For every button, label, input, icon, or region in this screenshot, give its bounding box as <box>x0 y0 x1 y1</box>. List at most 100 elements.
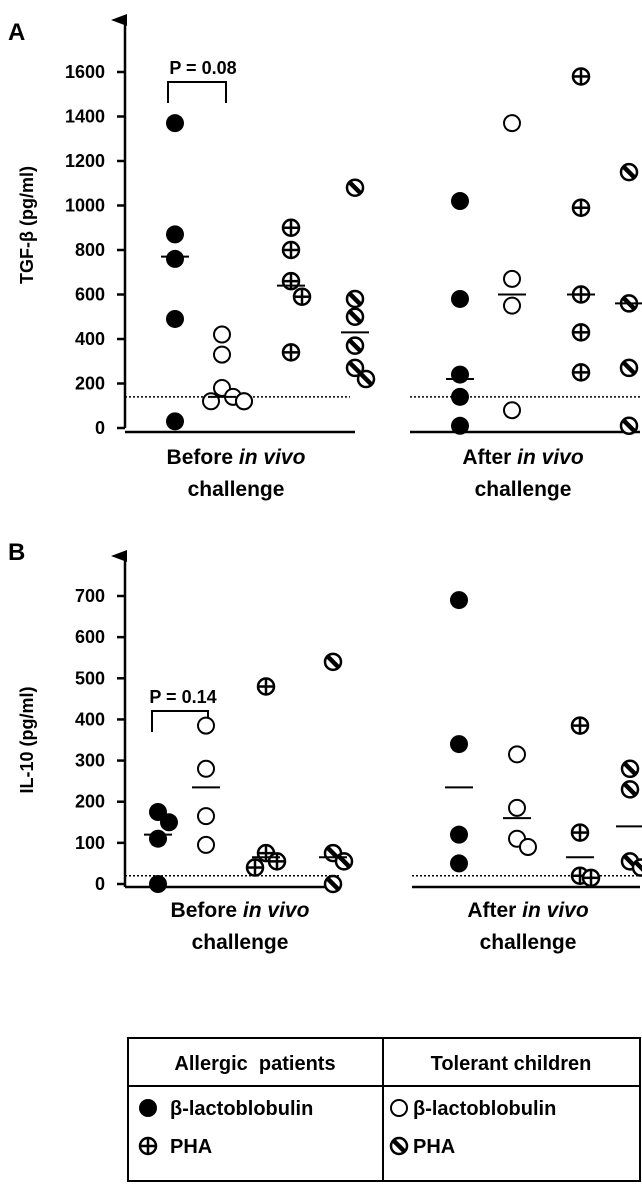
panel-b-pvalue: P = 0.14 <box>149 687 216 707</box>
series-tolerant-blg <box>503 745 537 856</box>
legend-label: PHA <box>413 1136 455 1158</box>
y-tick-label: 0 <box>95 874 105 894</box>
series-tolerant-blg <box>192 716 220 854</box>
y-tick-label: 200 <box>75 792 105 812</box>
legend-label: β-lactoblobulin <box>413 1098 556 1120</box>
legend-row: β-lactoblobulin β-lactoblobulin <box>139 1098 556 1120</box>
y-tick-label: 400 <box>75 329 105 349</box>
data-point <box>450 591 468 610</box>
series-allergic-blg <box>446 192 474 435</box>
data-point <box>570 823 590 842</box>
group-label-text: After <box>462 446 517 469</box>
series-tolerant-pha <box>616 759 642 877</box>
y-tick-label: 300 <box>75 751 105 771</box>
panel-b-y-axis-label: IL-10 (pg/ml) <box>17 686 37 793</box>
data-point <box>571 363 591 382</box>
y-tick-label: 400 <box>75 709 105 729</box>
series-tolerant-pha <box>341 178 376 389</box>
data-point <box>508 798 526 817</box>
data-point <box>345 358 365 378</box>
y-tick-label: 600 <box>75 627 105 647</box>
data-point <box>166 249 184 268</box>
panel-a-group-before-label: Before in vivo <box>167 446 306 469</box>
data-point <box>631 858 642 877</box>
group-label-text: Before <box>171 899 243 922</box>
panel-a-label: A <box>8 19 25 46</box>
group-label-italic: in vivo <box>239 446 306 469</box>
data-point <box>149 875 167 893</box>
data-point <box>571 198 591 217</box>
data-point <box>619 358 639 378</box>
data-point <box>245 858 265 877</box>
legend-label: PHA <box>170 1136 212 1158</box>
series-tolerant-blg <box>498 114 526 420</box>
y-tick-label: 700 <box>75 586 105 606</box>
y-tick-label: 0 <box>95 418 105 438</box>
panel-a-pvalue: P = 0.08 <box>169 58 236 78</box>
data-point <box>571 323 591 342</box>
data-point <box>323 652 343 672</box>
series-allergic-blg <box>144 803 178 893</box>
series-allergic-pha <box>566 716 601 888</box>
data-point <box>149 829 167 848</box>
legend-marker-allergic-pha <box>138 1136 158 1156</box>
data-point <box>281 343 301 362</box>
data-point <box>213 325 231 344</box>
data-point <box>450 825 468 844</box>
legend-marker-tolerant-pha <box>389 1136 409 1156</box>
series-allergic-blg <box>161 114 189 431</box>
legend-label: β-lactoblobulin <box>170 1098 313 1120</box>
data-point <box>620 759 640 779</box>
y-tick-label: 800 <box>75 240 105 260</box>
legend-marker-allergic-blg <box>139 1099 157 1117</box>
legend-symbol <box>139 1099 157 1117</box>
panel-a-group-before-label-line2: challenge <box>188 478 285 501</box>
y-tick-label: 1400 <box>65 107 105 127</box>
panel-b-label: B <box>8 539 25 566</box>
data-point <box>197 716 215 735</box>
panel-a-pvalue-bracket: P = 0.08 <box>167 58 237 103</box>
data-point <box>503 269 521 288</box>
data-point <box>281 218 301 237</box>
legend-header-tolerant: Tolerant children <box>431 1053 592 1075</box>
data-point <box>197 835 215 854</box>
data-point <box>620 780 640 799</box>
data-point <box>503 401 521 420</box>
data-point <box>345 289 365 309</box>
data-point <box>345 178 365 197</box>
data-point <box>571 67 591 86</box>
data-point <box>451 289 469 308</box>
legend-symbol <box>138 1136 158 1156</box>
data-point <box>450 854 468 873</box>
series-tolerant-blg <box>202 325 253 411</box>
panel-b-group-after-label: After in vivo <box>467 899 589 922</box>
panel-b-group-before-label: Before in vivo <box>171 899 310 922</box>
legend-table: Allergic patients Tolerant children β-la… <box>127 1037 641 1182</box>
data-point <box>619 162 639 182</box>
legend-symbol <box>390 1099 408 1117</box>
data-point <box>451 365 469 384</box>
legend-header-allergic: Allergic patients <box>174 1053 335 1075</box>
data-point <box>281 240 301 260</box>
panel-b-y-ticks: 0 100 200 300 400 500 600 700 <box>75 586 125 894</box>
data-point <box>202 392 220 411</box>
legend-marker-tolerant-blg <box>390 1099 408 1117</box>
data-point <box>292 287 312 306</box>
data-point <box>345 307 365 326</box>
data-point <box>581 868 601 888</box>
data-point <box>503 296 521 315</box>
data-point <box>323 874 343 894</box>
group-label-italic: in vivo <box>522 899 589 922</box>
data-point <box>345 336 365 355</box>
y-tick-label: 1200 <box>65 151 105 171</box>
data-point <box>334 852 354 871</box>
data-point <box>197 759 215 778</box>
panel-b-group-before-label-line2: challenge <box>192 931 289 954</box>
series-allergic-pha <box>567 67 595 382</box>
data-point <box>235 392 253 411</box>
data-point <box>356 369 376 389</box>
y-tick-label: 600 <box>75 285 105 305</box>
panel-b-group-after-label-line2: challenge <box>480 931 577 954</box>
group-label-italic: in vivo <box>243 899 310 922</box>
data-point <box>197 807 215 826</box>
